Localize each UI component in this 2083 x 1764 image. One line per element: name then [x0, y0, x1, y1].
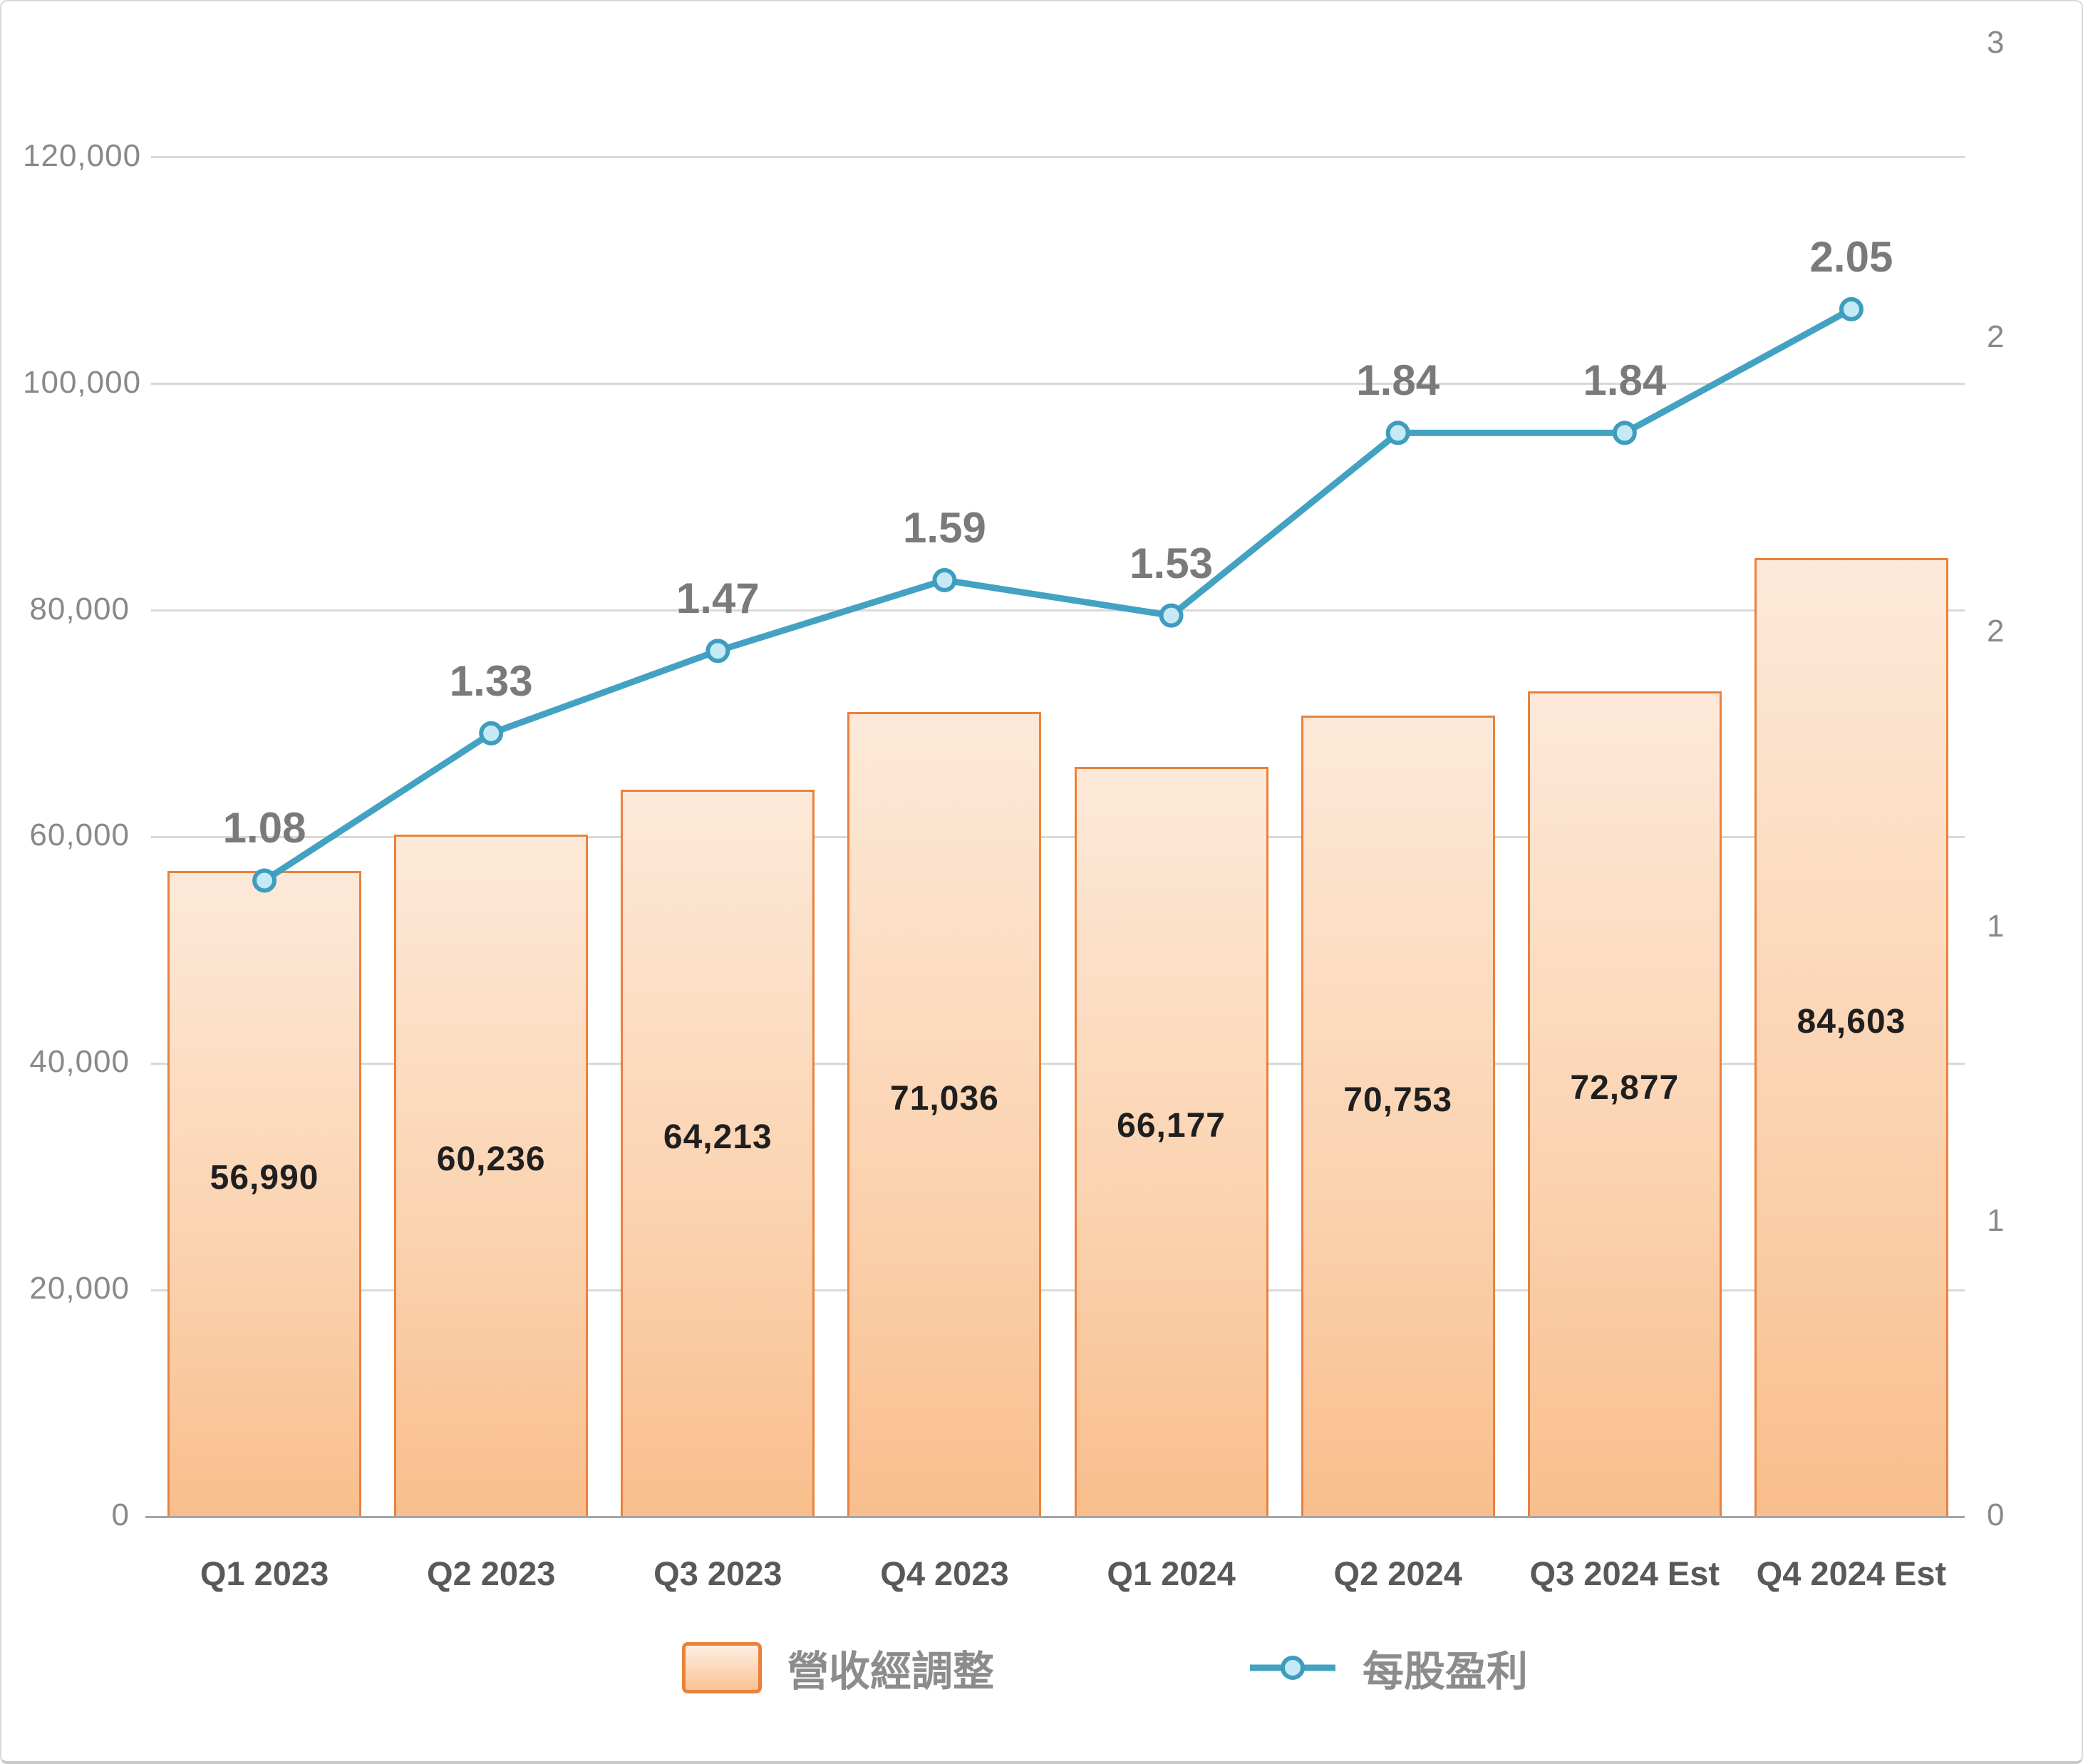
category-tick-label: Q4 2023 [880, 1554, 1009, 1592]
revenue-bar-value-label: 70,753 [1343, 1080, 1453, 1119]
revenue-bar [1754, 558, 1948, 1517]
revenue-bar-value-label: 84,603 [1797, 1002, 1906, 1041]
eps-value-label: 1.53 [1130, 539, 1213, 587]
revenue-bar [1301, 715, 1495, 1517]
eps-legend-swatch [1250, 1656, 1335, 1680]
legend-item-revenue: 營收經調整 [682, 1638, 994, 1698]
revenue-bar [847, 712, 1042, 1517]
gridline [151, 156, 1965, 159]
right-axis-tick-label: 1 [1987, 908, 2005, 944]
left-axis-tick-label: 60,000 [29, 817, 130, 853]
right-axis-tick-label: 2 [1987, 319, 2005, 355]
revenue-bar [1074, 767, 1268, 1517]
category-tick-label: Q3 2023 [653, 1554, 782, 1592]
revenue-bar-value-label: 64,213 [663, 1118, 772, 1156]
eps-value-label: 1.47 [676, 574, 760, 623]
left-axis-tick-label: 40,000 [29, 1044, 130, 1080]
category-tick-label: Q2 2023 [427, 1554, 556, 1592]
eps-line-marker [479, 721, 504, 746]
eps-line-marker [1839, 296, 1864, 321]
right-axis-tick-label: 1 [1987, 1202, 2005, 1238]
category-tick-label: Q2 2024 [1333, 1554, 1462, 1592]
right-axis-tick-label: 0 [1987, 1497, 2005, 1532]
revenue-bar-value-label: 72,877 [1570, 1068, 1680, 1107]
revenue-bar-value-label: 66,177 [1117, 1107, 1226, 1145]
eps-value-label: 2.05 [1809, 232, 1893, 281]
left-axis-tick-label: 80,000 [29, 591, 130, 626]
eps-line-marker [1612, 421, 1637, 445]
revenue-legend-swatch [682, 1642, 762, 1693]
gridline [151, 383, 1965, 386]
revenue-bar [167, 871, 362, 1517]
gridline [151, 609, 1965, 612]
eps-line-marker [932, 568, 957, 593]
category-tick-label: Q4 2024 Est [1756, 1554, 1947, 1592]
revenue-bar [1527, 691, 1722, 1517]
eps-line-marker [705, 639, 730, 664]
revenue-bar-value-label: 56,990 [210, 1159, 319, 1197]
eps-value-label: 1.84 [1583, 356, 1667, 405]
revenue-legend-label: 營收經調整 [787, 1649, 995, 1695]
eps-line [262, 306, 1854, 884]
legend-item-eps: 每股盈利 [1249, 1638, 1528, 1698]
eps-value-label: 1.08 [222, 804, 306, 852]
revenue-bar-value-label: 71,036 [890, 1079, 999, 1118]
category-tick-label: Q1 2024 [1107, 1554, 1236, 1592]
left-axis-tick-label: 0 [111, 1497, 130, 1532]
category-tick-label: Q1 2023 [200, 1554, 329, 1592]
left-axis-tick-label: 20,000 [29, 1271, 130, 1306]
eps-legend-label: 每股盈利 [1363, 1649, 1529, 1695]
eps-value-label: 1.33 [449, 656, 533, 705]
x-axis-line [145, 1515, 1965, 1518]
gridline [151, 835, 1965, 838]
right-axis-tick-label: 2 [1987, 614, 2005, 649]
left-axis-tick-label: 100,000 [23, 364, 142, 400]
revenue-bar-value-label: 60,236 [436, 1140, 546, 1179]
revenue-bar [621, 789, 815, 1517]
left-axis-tick-label: 120,000 [23, 138, 142, 173]
eps-line-marker [1159, 603, 1184, 628]
eps-value-label: 1.59 [903, 504, 986, 552]
legend: 營收經調整 每股盈利 [1, 1638, 2082, 1702]
right-axis-tick-label: 3 [1987, 25, 2005, 60]
eps-line-marker [252, 868, 277, 893]
gridline [151, 1289, 1965, 1291]
category-tick-label: Q3 2024 Est [1529, 1554, 1720, 1592]
gridline [151, 1062, 1965, 1065]
revenue-bar [394, 834, 589, 1517]
eps-line-marker [1385, 421, 1410, 445]
eps-value-label: 1.84 [1356, 356, 1440, 405]
